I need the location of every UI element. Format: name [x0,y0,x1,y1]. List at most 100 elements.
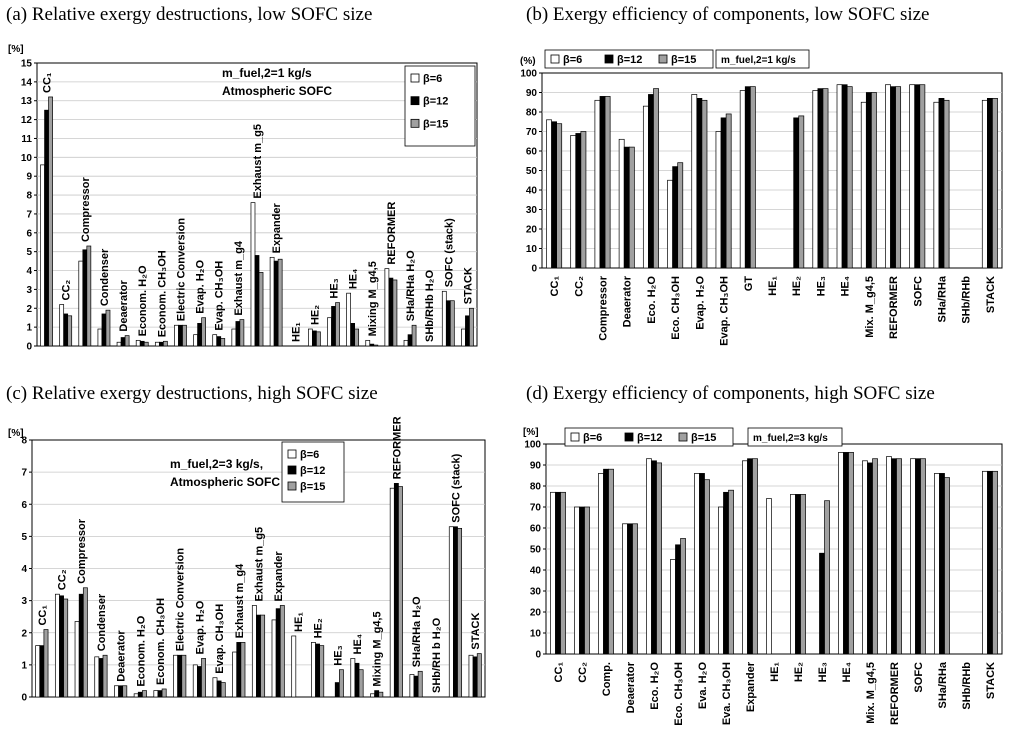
bar-beta15 [628,146,635,269]
bar-beta6 [409,674,415,698]
y-tick-label: 1 [26,323,32,334]
bar-beta6 [468,654,474,698]
x-tick-label: REFORMER [888,276,900,339]
bar-beta12 [819,552,825,655]
bar-beta12 [413,675,419,698]
y-tick-label: 14 [21,77,33,88]
bar-beta6 [886,456,892,655]
bar-beta15 [556,123,563,269]
bar-beta15 [992,470,998,655]
bar-beta6 [836,84,843,269]
bar-beta15 [163,340,168,347]
bar-beta6 [271,619,277,698]
bar-beta6 [192,664,198,698]
bar-beta12 [453,526,458,698]
y-tick-label: 5 [26,247,32,258]
bar-label: REFORMER [391,416,403,479]
bar-label: Expander [273,551,285,602]
x-tick-label: HE₂ [793,662,805,682]
bar-beta15 [124,335,130,347]
bar-beta15 [992,97,998,269]
bar-beta12 [623,146,630,269]
bar-label: Compressor [80,176,92,242]
bar-beta15 [871,92,877,269]
bar-beta6 [291,635,297,698]
bar-beta12 [915,458,921,655]
x-tick-label: HE₄ [840,276,852,297]
y-tick-label: 10 [530,629,542,640]
y-tick-label: 80 [530,482,542,493]
bar-beta6 [74,621,80,698]
y-tick-label: 8 [26,191,32,202]
legend-label: β=15 [423,118,448,130]
bar-beta12 [865,92,872,269]
bar-beta6 [251,605,257,698]
x-tick-label: HE₂ [791,276,803,296]
bar-beta12 [890,86,896,269]
bar-label: STACK [462,267,474,304]
bar-beta15 [798,115,805,269]
y-tick-label: 50 [526,166,538,177]
bar-beta6 [212,677,218,698]
bar-beta15 [354,328,360,347]
bar-label: SOFC (stack) [443,218,455,287]
legend-swatch [287,449,297,459]
bar-label: SHb/RHb H₂O [424,269,436,342]
bar-beta6 [885,84,891,269]
y-tick-label: 12 [21,115,33,126]
x-tick-label: STACK [985,662,997,699]
bar-beta15 [319,645,325,698]
chart-title-b: (b) Exergy efficiency of components, low… [526,4,930,25]
bar-beta12 [374,690,380,698]
bar-beta12 [139,340,145,347]
bar-beta12 [891,458,897,655]
bar-beta15 [476,653,482,698]
bar-beta15 [277,258,283,347]
bar-beta15 [63,598,69,698]
bar-beta12 [575,133,582,269]
bar-beta6 [327,317,332,347]
bar-beta15 [824,500,830,655]
bar-beta12 [78,593,84,698]
bar-beta6 [934,473,940,655]
legend-label: β=6 [563,54,582,66]
bar-beta6 [909,84,916,269]
bar-beta6 [790,494,796,655]
bar-beta15 [339,669,344,698]
bar-beta6 [812,90,819,269]
bar-beta6 [116,341,122,347]
bar-beta6 [35,645,41,698]
bar-beta15 [411,324,417,347]
bar-beta15 [680,538,686,655]
bar-label: Deaerator [118,280,130,332]
bar-beta12 [235,321,241,347]
bar-beta12 [841,84,848,269]
bar-beta6 [933,101,940,269]
bar-label: Deaerator [116,630,128,682]
y-tick-label: 5 [21,532,27,543]
bar-beta15 [373,344,379,347]
bar-beta6 [441,290,447,347]
bar-beta12 [648,94,654,269]
bar-beta15 [752,458,758,655]
bar-beta6 [860,101,867,269]
bar-beta6 [622,523,628,655]
bar-beta12 [312,330,317,347]
bar-beta12 [720,117,727,269]
bar-beta12 [158,341,164,347]
legend-swatch [287,465,297,475]
bar-beta6 [598,473,604,655]
bar-beta15 [584,506,590,655]
bar-beta15 [398,486,403,698]
bar-beta15 [48,96,53,347]
x-tick-label: Expander [745,661,757,712]
bar-beta12 [939,473,945,655]
annotation-text: Atmospheric SOFC [170,475,280,489]
bar-label: Evap. CH₃OH [214,261,226,331]
bar-beta15 [260,614,266,698]
legend-label: β=15 [691,432,716,444]
bar-label: Exhaust m_g4 [234,563,246,638]
bar-label: Econom. CH₃OH [156,250,168,337]
chart-a: 0123456789101112131415[%]CC₁CC₂Compresso… [8,44,478,353]
